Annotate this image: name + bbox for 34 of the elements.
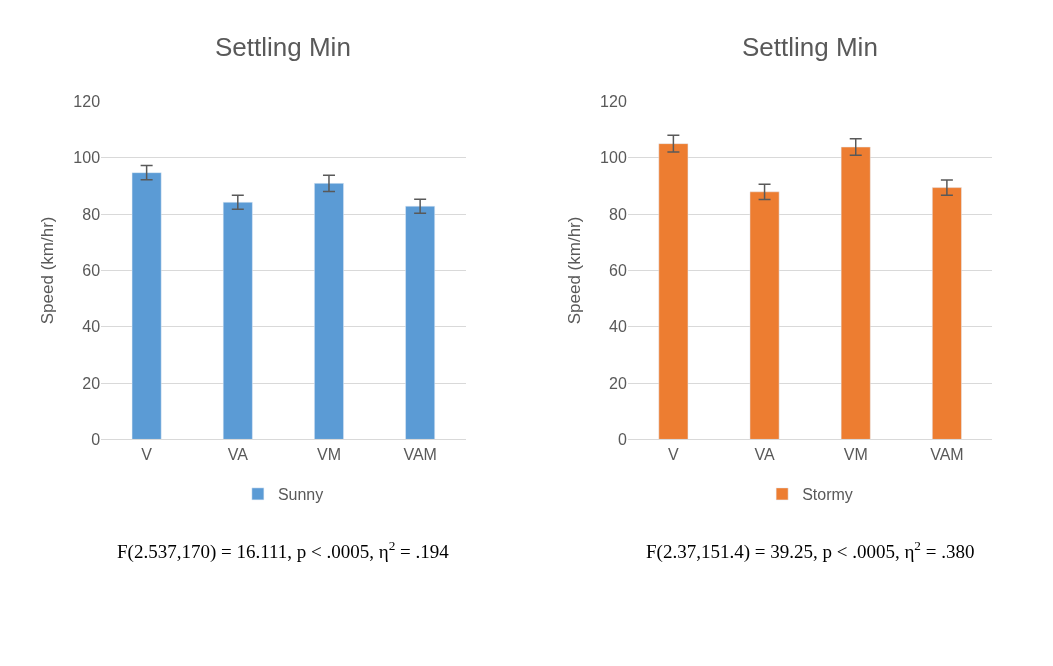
bar xyxy=(840,146,871,440)
text: F(2.537,170) = 16.111, p < .0005, η$^{2}$ = .194 xyxy=(117,538,450,563)
y-tick-label: 20 xyxy=(82,374,101,392)
legend-label: Sunny xyxy=(277,486,324,504)
x-tick-label: VAM xyxy=(930,445,964,463)
y-tick-label: 40 xyxy=(609,318,627,336)
x-tick-label: VM xyxy=(843,445,868,463)
text: F(2.37,151.4) = 39.25, p < .0005, η$^{2}$ = .380 xyxy=(646,538,975,563)
y-tick-label: 60 xyxy=(82,262,101,279)
y-tick-label: 0 xyxy=(91,431,101,449)
legend-label: Stormy xyxy=(802,486,853,504)
x-tick-label: V xyxy=(668,445,680,463)
y-tick-label: 120 xyxy=(600,92,627,110)
y-tick-label: 120 xyxy=(73,92,101,110)
y-tick-label: 80 xyxy=(82,205,101,223)
bar xyxy=(658,143,689,440)
y-tick-label: 0 xyxy=(617,431,627,449)
y-tick-label: 40 xyxy=(82,318,101,336)
y-tick-label: 100 xyxy=(600,149,627,167)
chart-title: Settling Min xyxy=(215,32,351,62)
y-tick-label: 100 xyxy=(73,149,101,167)
y-tick-label: 60 xyxy=(609,262,627,279)
x-tick-label: VA xyxy=(754,445,775,463)
x-tick-label: V xyxy=(141,445,153,463)
bar xyxy=(932,187,962,440)
x-tick-label: VM xyxy=(316,445,341,463)
y-axis-title: Speed (km/hr) xyxy=(564,216,584,325)
x-tick-label: VA xyxy=(227,445,249,463)
y-tick-label: 20 xyxy=(609,374,627,392)
x-tick-label: VAM xyxy=(403,445,437,463)
y-axis-title: Speed (km/hr) xyxy=(37,216,57,325)
y-tick-label: 80 xyxy=(609,205,627,223)
bar xyxy=(749,191,780,440)
chart-title: Settling Min xyxy=(742,32,878,62)
